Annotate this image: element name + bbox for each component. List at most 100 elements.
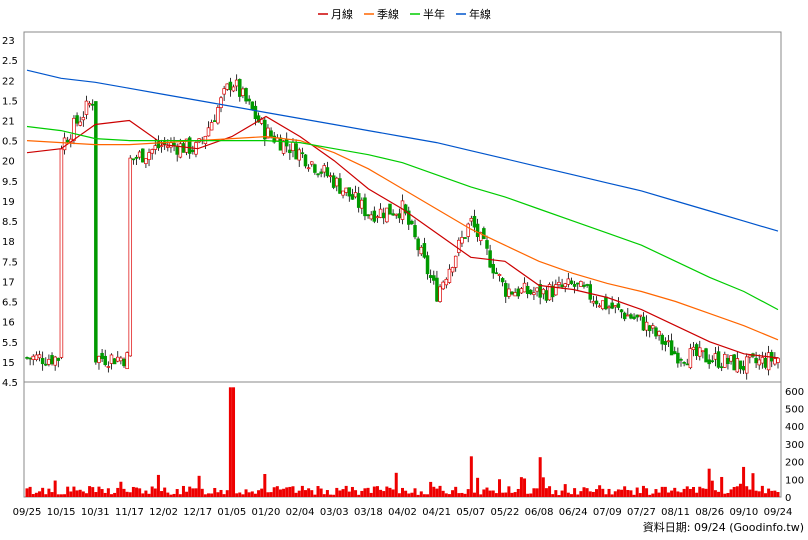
candle-body (25, 357, 29, 359)
volume-bar (47, 488, 51, 497)
candle-body (607, 306, 611, 309)
candle-body (234, 79, 239, 87)
candle-body (594, 300, 599, 305)
volume-bar (579, 491, 583, 497)
candle-body (397, 213, 402, 219)
candle-body (59, 148, 64, 358)
volume-bar (476, 477, 480, 497)
candle-body (413, 225, 417, 238)
candle-body (704, 348, 708, 363)
candle-body (632, 316, 636, 319)
volume-bar (544, 488, 548, 497)
volume-bar (507, 486, 511, 497)
volume-bar (447, 494, 451, 497)
volume-bar (563, 484, 567, 497)
volume-bar (463, 493, 467, 497)
candle-body (241, 88, 245, 96)
price-tick-label: 20 (2, 157, 15, 168)
candle-body (701, 350, 705, 353)
candle-body (513, 292, 517, 297)
source-label: 資料日期: 09/24 (Goodinfo.tw) (643, 520, 804, 534)
candle-body (338, 178, 342, 194)
candle-body (688, 348, 693, 369)
candle-body (97, 355, 101, 363)
candle-body (247, 98, 251, 102)
volume-bar (494, 493, 498, 497)
candle-body (225, 83, 230, 90)
volume-bar (216, 492, 220, 497)
volume-bar (34, 492, 38, 497)
candle-body (719, 366, 724, 369)
candle-body (707, 359, 711, 365)
x-tick-label: 04/21 (422, 507, 451, 518)
candle-body (219, 97, 223, 108)
volume-bar (206, 493, 210, 497)
candle-body (250, 101, 255, 111)
volume-y-axis: 600 500 400 300 200 100 0 (785, 387, 804, 504)
volume-bar (91, 487, 95, 497)
candle-body (137, 151, 142, 158)
volume-bar (382, 491, 386, 497)
candle-body (591, 300, 596, 304)
candle-body (416, 238, 420, 251)
volume-bar (84, 493, 88, 497)
candle-body (760, 357, 765, 364)
volume-bar (238, 492, 242, 497)
legend-label: 半年 (423, 7, 445, 21)
volume-bar (498, 479, 502, 497)
candle-body (482, 228, 486, 240)
candle-body (622, 312, 627, 320)
candle-body (776, 357, 780, 363)
candle-body (159, 145, 164, 147)
candle-body (732, 354, 736, 371)
candle-body (453, 255, 458, 268)
candle-body (331, 175, 336, 188)
price-tick-label: 18 (2, 237, 15, 248)
candle-body (341, 190, 345, 196)
volume-bar (710, 480, 714, 497)
volume-bar (735, 486, 739, 497)
x-tick-label: 08/26 (695, 507, 724, 518)
volume-bar (63, 494, 67, 497)
volume-bar (479, 494, 483, 497)
volume-bar (357, 494, 361, 497)
candle-body (744, 356, 749, 374)
volume-bar (604, 494, 608, 497)
volume-tick-label: 200 (785, 458, 804, 469)
volume-bar (369, 492, 373, 497)
volume-bar (651, 493, 655, 497)
candle-body (579, 281, 583, 287)
volume-bar (513, 492, 517, 497)
price-tick-label: 17 (2, 277, 15, 288)
x-tick-label: 10/31 (81, 507, 110, 518)
x-tick-label: 09/25 (13, 507, 42, 518)
volume-bar (510, 492, 514, 497)
candle-body (394, 213, 398, 216)
x-tick-label: 02/04 (286, 507, 315, 518)
candle-body (698, 347, 702, 357)
volume-bar (185, 491, 189, 497)
candle-body (103, 355, 107, 365)
candle-body (754, 357, 758, 364)
volume-bar (222, 494, 226, 497)
candle-body (519, 288, 524, 294)
volume-bar (438, 485, 442, 497)
price-tick-label: 5.5 (2, 338, 18, 349)
volume-bar (676, 491, 680, 497)
volume-bar (688, 488, 692, 497)
candle-body (388, 203, 392, 215)
candle-body (175, 146, 179, 155)
volume-bar (156, 474, 160, 497)
candle-body (28, 357, 32, 360)
volume-bar (569, 494, 573, 497)
volume-bar (623, 486, 627, 497)
volume-bar (25, 488, 29, 497)
x-tick-label: 08/11 (661, 507, 690, 518)
candle-body (375, 216, 380, 219)
volume-bar (701, 488, 705, 497)
volume-bar (319, 488, 323, 497)
candle-body (529, 289, 533, 295)
candle-body (560, 284, 564, 288)
volume-bar (626, 489, 630, 497)
candle-body (56, 357, 61, 361)
